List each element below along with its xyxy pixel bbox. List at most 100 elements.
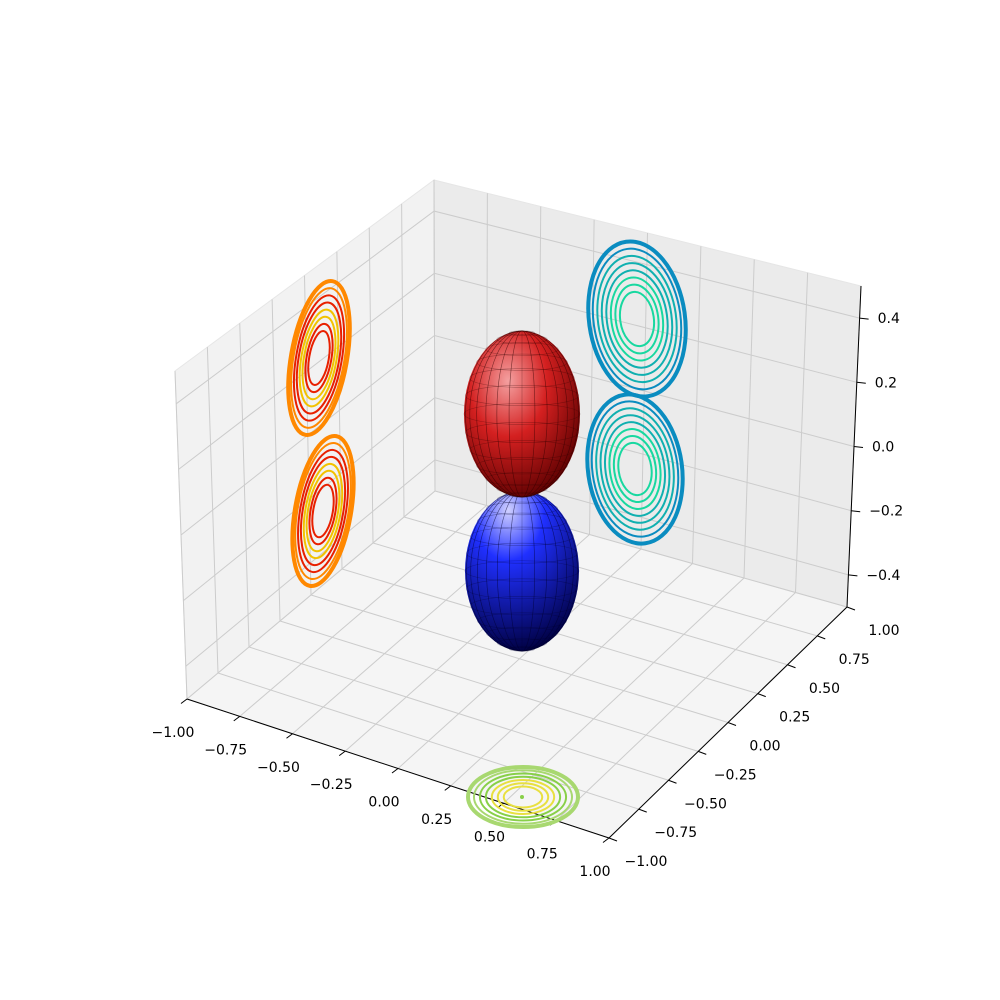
contour-line-y-lower	[590, 400, 680, 538]
x-tick	[286, 733, 293, 739]
y-grid-line	[433, 179, 848, 608]
z-grid-line	[185, 459, 849, 667]
y-tick-label: 0.00	[749, 739, 780, 755]
z-grid-line	[180, 334, 855, 536]
contour-line-x-upper	[290, 287, 348, 429]
contour-projection-z-plane	[466, 765, 580, 829]
y-tick-label: 1.00	[868, 623, 899, 639]
contour-line-y-upper	[618, 290, 656, 348]
contour-line-z	[478, 772, 568, 822]
ellipsoid-red-mesh-latitude	[476, 457, 568, 475]
contour-line-z	[472, 769, 574, 825]
z-tick	[848, 574, 858, 577]
ellipsoid-red-mesh-latitude	[485, 342, 559, 356]
ellipsoid-red-mesh-meridian	[476, 330, 568, 498]
contour-center-z	[520, 795, 524, 799]
contour-line-x-upper	[304, 322, 334, 394]
ellipsoid-red-mesh-meridian	[485, 330, 559, 498]
contour-projection-y-plane	[585, 239, 688, 546]
z-tick-label: −0.4	[866, 568, 900, 584]
ellipsoid-blue-mesh-latitude	[464, 560, 580, 582]
ellipsoid-red-mesh-latitude	[469, 440, 575, 460]
contour-line-x-upper	[295, 301, 343, 415]
contour-line-y-upper	[605, 269, 669, 369]
y-tick-label: 0.25	[779, 710, 810, 726]
ellipsoid-blue-mesh-latitude	[486, 626, 558, 641]
ellipsoid-red-mesh-meridian	[476, 330, 568, 498]
contour-line-y-upper	[609, 276, 665, 362]
x-tick-label: 0.50	[474, 829, 505, 845]
y-tick-label: −1.00	[625, 854, 668, 870]
x-tick-label: 0.00	[368, 795, 399, 811]
x-tick-label: 1.00	[579, 864, 610, 880]
contour-line-y-upper	[586, 239, 688, 399]
contour-line-x-lower	[308, 476, 338, 546]
ellipsoid-blue-mesh-latitude	[486, 501, 558, 516]
ellipsoid-red-mesh-latitude	[469, 368, 575, 388]
contour-line-x-upper	[298, 308, 340, 408]
x-tick	[180, 698, 188, 704]
contour-line-z	[496, 782, 550, 812]
ellipsoid-red-mesh-latitude	[496, 483, 548, 494]
contour-line-x-lower	[302, 462, 344, 560]
y-tick	[608, 837, 618, 842]
ellipsoid-blue-mesh-latitude	[477, 512, 567, 530]
ellipsoid-red-mesh-meridian	[469, 330, 575, 498]
ellipsoid-red-mesh-latitude	[496, 334, 548, 345]
y-grid-line	[206, 347, 639, 810]
x-tick	[233, 715, 241, 722]
y-tick	[698, 750, 707, 755]
contour-projection-x-plane	[286, 279, 356, 589]
y-tick-label: −0.50	[684, 796, 727, 812]
z-grid-line	[183, 397, 852, 601]
contour-line-y-lower	[595, 407, 675, 531]
y-grid-line	[368, 227, 788, 666]
ellipsoid-blue-mesh-latitude	[466, 578, 578, 600]
ellipsoid-red-mesh-meridian	[496, 330, 548, 498]
ellipsoid-red-mesh-meridian	[496, 330, 548, 498]
x-tick-label: 0.75	[527, 847, 558, 863]
ellipsoid-blue-mesh-latitude	[477, 612, 567, 630]
ellipsoid-red-mesh-meridian	[485, 330, 559, 498]
contour-line-y-lower	[612, 434, 658, 504]
contour-line-y-upper	[596, 254, 678, 384]
z-tick-label: 0.4	[878, 311, 900, 327]
y-tick	[757, 693, 766, 698]
ellipsoid-red-mesh	[463, 330, 581, 498]
y-tick-label: 0.50	[809, 681, 840, 697]
ellipsoid-red-mesh-latitude	[508, 492, 536, 498]
contour-line-x-lower	[311, 483, 335, 539]
x-tick-label: −0.50	[257, 760, 300, 776]
ellipsoid-red-mesh-latitude	[508, 330, 536, 336]
x-tick-label: −0.75	[204, 742, 247, 758]
y-tick	[787, 664, 796, 669]
contour-line-y-upper	[600, 262, 674, 376]
ellipsoid-blue-mesh-latitude	[470, 596, 574, 616]
contour-line-y-lower	[608, 428, 662, 510]
contour-line-x-lower	[299, 455, 347, 567]
z-tick	[856, 381, 866, 384]
z-grid-line	[175, 210, 860, 405]
z-tick	[859, 317, 869, 320]
ellipsoid-blue-mesh-latitude	[509, 646, 535, 652]
y-grid-line	[271, 299, 699, 752]
y-tick-label: −0.75	[654, 825, 697, 841]
ellipsoid-red-mesh-latitude	[465, 385, 579, 407]
ellipsoid-red-mesh-meridian	[465, 330, 579, 498]
ellipsoid-blue-mesh-latitude	[496, 638, 548, 648]
contour-line-z	[466, 765, 580, 829]
y-tick	[846, 606, 856, 611]
ellipsoid-blue-mesh-latitude	[470, 526, 574, 546]
x-tick-label: −0.25	[310, 777, 353, 793]
contour-line-y-lower	[585, 392, 685, 546]
z-tick-label: 0.0	[872, 440, 894, 456]
ellipsoid-blue	[464, 490, 580, 652]
y-grid-line	[239, 323, 669, 781]
x-tick	[602, 837, 610, 843]
ellipsoid-blue-body	[465, 491, 579, 651]
ellipsoid-red-mesh-latitude	[476, 353, 568, 371]
ellipsoid-red-mesh-latitude	[485, 472, 559, 486]
contour-line-y-lower	[599, 414, 671, 524]
contour-line-z	[502, 785, 544, 809]
